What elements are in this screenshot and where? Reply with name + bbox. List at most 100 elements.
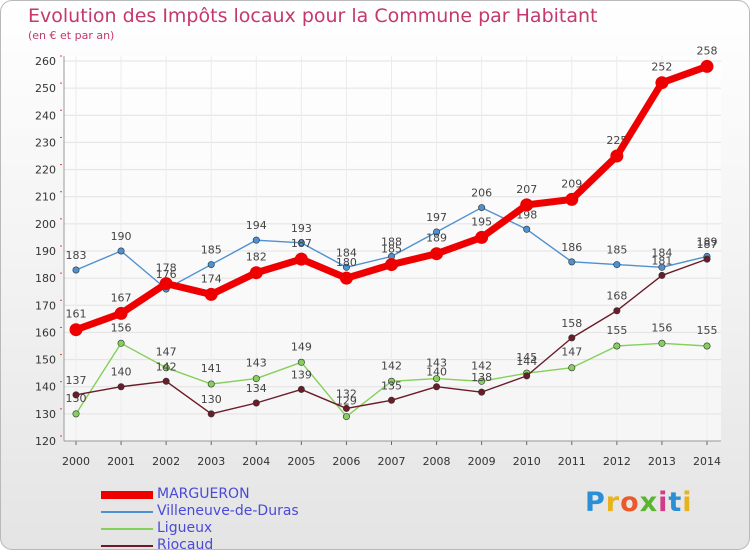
y-tick-label: 120 [35, 435, 56, 448]
data-label-margueron: 189 [426, 232, 447, 245]
x-tick-label: 2008 [423, 455, 451, 468]
data-point-riocaud [117, 383, 125, 391]
data-point-villeneuve-de-duras [658, 263, 666, 271]
y-tick-label: 250 [35, 82, 56, 95]
data-label-villeneuve-de-duras: 188 [381, 235, 402, 248]
data-point-ligueux [297, 358, 305, 366]
proxiti-logo: Proxiti [585, 487, 693, 518]
data-label-riocaud: 158 [561, 317, 582, 330]
data-point-riocaud [523, 372, 531, 380]
data-point-margueron [294, 252, 308, 266]
data-label-riocaud: 139 [291, 368, 312, 381]
data-point-ligueux [162, 364, 170, 372]
data-label-villeneuve-de-duras: 190 [111, 230, 132, 243]
y-tick-label: 130 [35, 408, 56, 421]
data-label-ligueux: 155 [697, 324, 718, 337]
data-point-riocaud [207, 410, 215, 418]
data-label-villeneuve-de-duras: 197 [426, 211, 447, 224]
data-label-villeneuve-de-duras: 184 [336, 246, 357, 259]
data-label-margueron: 167 [111, 291, 132, 304]
x-tick-label: 2010 [513, 455, 541, 468]
chart-subtitle: (en € et par an) [28, 29, 115, 42]
data-point-villeneuve-de-duras [72, 266, 80, 274]
data-point-villeneuve-de-duras [297, 239, 305, 247]
data-point-margueron [520, 198, 534, 212]
data-point-villeneuve-de-duras [433, 228, 441, 236]
data-label-margueron: 185 [381, 243, 402, 256]
data-label-villeneuve-de-duras: 185 [201, 244, 222, 257]
data-label-riocaud: 144 [516, 355, 537, 368]
data-point-ligueux [72, 410, 80, 418]
logo-letter: r [605, 487, 621, 518]
data-label-riocaud: 142 [156, 360, 177, 373]
data-point-margueron [159, 277, 173, 291]
y-tick-label: 190 [35, 245, 56, 258]
data-point-ligueux [568, 364, 576, 372]
data-label-ligueux: 156 [651, 321, 672, 334]
data-point-margueron [475, 230, 489, 244]
data-label-ligueux: 149 [291, 340, 312, 353]
x-tick-label: 2006 [332, 455, 360, 468]
data-label-margueron: 252 [651, 61, 672, 74]
data-point-riocaud [703, 255, 711, 263]
data-point-riocaud [342, 404, 350, 412]
data-point-riocaud [478, 388, 486, 396]
data-point-margueron [610, 149, 624, 163]
data-point-margueron [114, 306, 128, 320]
x-tick-label: 2000 [62, 455, 90, 468]
data-point-villeneuve-de-duras [568, 258, 576, 266]
data-label-ligueux: 129 [336, 395, 357, 408]
data-point-villeneuve-de-duras [207, 261, 215, 269]
y-tick-label: 230 [35, 136, 56, 149]
y-tick-label: 220 [35, 164, 56, 177]
x-tick-label: 2002 [152, 455, 180, 468]
data-label-margueron: 180 [336, 256, 357, 269]
data-point-ligueux [433, 375, 441, 383]
data-point-riocaud [387, 396, 395, 404]
data-point-margueron [204, 287, 218, 301]
data-label-villeneuve-de-duras: 184 [651, 246, 672, 259]
data-label-riocaud: 132 [336, 387, 357, 400]
y-tick-label: 140 [35, 381, 56, 394]
data-point-margueron [655, 76, 669, 90]
y-tick-label: 240 [35, 109, 56, 122]
data-point-riocaud [613, 307, 621, 315]
data-point-villeneuve-de-duras [252, 236, 260, 244]
data-label-riocaud: 140 [426, 366, 447, 379]
chart-title: Evolution des Impôts locaux pour la Comm… [28, 5, 598, 27]
data-point-riocaud [252, 399, 260, 407]
x-tick-label: 2013 [648, 455, 676, 468]
data-label-riocaud: 130 [201, 393, 222, 406]
logo-letter: x [639, 487, 659, 518]
data-point-ligueux [387, 377, 395, 385]
y-tick-label: 180 [35, 272, 56, 285]
data-label-ligueux: 141 [201, 362, 222, 375]
data-label-margueron: 161 [66, 308, 87, 321]
data-label-ligueux: 147 [561, 346, 582, 359]
data-point-villeneuve-de-duras [613, 261, 621, 269]
legend-swatch [101, 511, 153, 513]
legend-swatch [101, 545, 153, 547]
logo-letter: i [658, 487, 669, 518]
data-label-villeneuve-de-duras: 183 [66, 249, 87, 262]
logo-letter: P [585, 487, 606, 518]
legend-swatch [101, 491, 153, 499]
legend-swatch [101, 528, 153, 530]
data-point-margueron [385, 258, 398, 272]
data-label-margueron: 182 [246, 251, 267, 264]
data-point-margueron [430, 247, 444, 261]
data-point-riocaud [658, 271, 666, 279]
data-point-riocaud [72, 391, 80, 399]
data-point-ligueux [703, 342, 711, 350]
data-point-villeneuve-de-duras [342, 263, 350, 271]
data-label-ligueux: 142 [471, 359, 492, 372]
data-label-margueron: 225 [606, 134, 627, 147]
data-point-ligueux [117, 339, 125, 347]
data-label-margueron: 258 [697, 44, 718, 57]
x-tick-label: 2009 [468, 455, 496, 468]
data-label-riocaud: 135 [381, 379, 402, 392]
data-point-margueron [69, 323, 83, 337]
data-label-villeneuve-de-duras: 186 [561, 241, 582, 254]
data-label-riocaud: 138 [471, 371, 492, 384]
